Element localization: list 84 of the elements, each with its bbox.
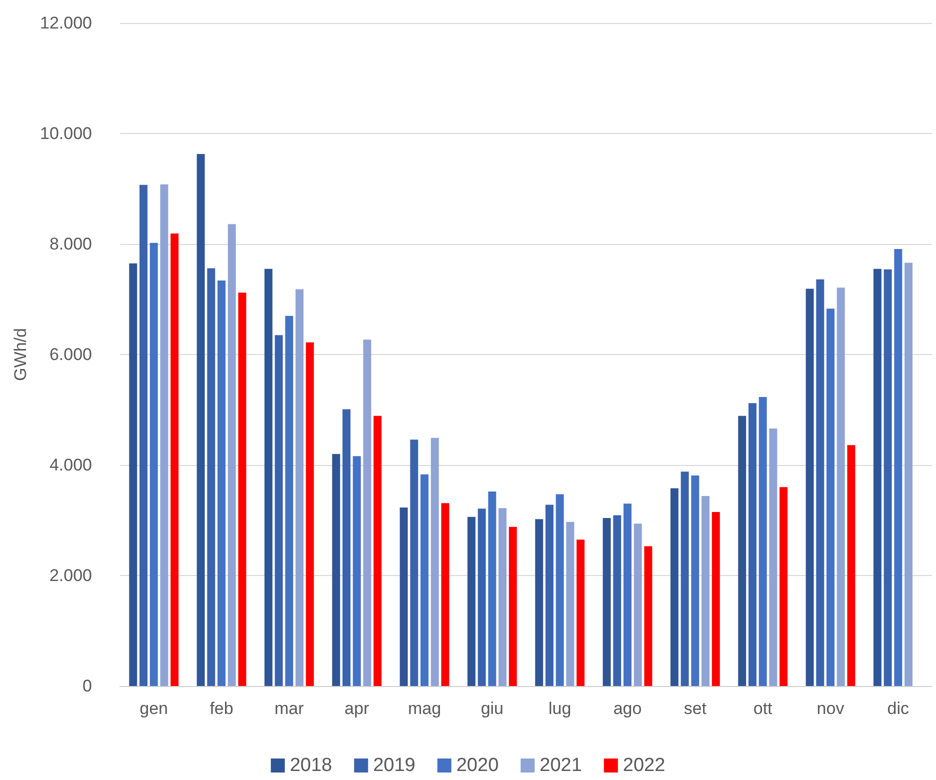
bar — [894, 248, 902, 686]
x-tick-label: set — [684, 699, 707, 718]
bar — [352, 456, 361, 686]
bar — [816, 279, 824, 686]
bar — [545, 504, 554, 686]
bar — [780, 487, 788, 686]
y-axis-title: GWh/d — [11, 328, 30, 381]
x-tick-label: ott — [753, 699, 773, 718]
x-tick-label: mar — [274, 699, 304, 718]
bar — [342, 409, 350, 686]
bar — [374, 416, 382, 686]
bar — [196, 154, 205, 686]
bar — [624, 504, 632, 686]
bar — [670, 488, 678, 686]
bar — [150, 242, 158, 686]
bar — [430, 438, 439, 686]
bar — [702, 496, 710, 686]
x-tick-label: lug — [548, 699, 572, 718]
y-tick-label: 8.000 — [49, 234, 92, 254]
bar — [467, 516, 476, 686]
y-tick-label: 6.000 — [49, 345, 92, 364]
legend-label: 2021 — [540, 755, 582, 776]
bar — [556, 494, 564, 686]
bar — [274, 335, 283, 686]
bar — [296, 289, 304, 686]
bar — [170, 234, 179, 686]
bar — [207, 268, 216, 686]
bar — [332, 454, 340, 686]
x-tick-label: nov — [816, 699, 845, 718]
legend-label: 2018 — [290, 755, 332, 776]
bar — [613, 515, 622, 686]
legend-label: 2019 — [373, 755, 416, 776]
bar — [441, 503, 450, 686]
bar — [238, 292, 246, 686]
bar — [139, 184, 148, 686]
bar — [769, 428, 778, 686]
bar — [634, 524, 642, 686]
bar — [904, 262, 913, 686]
x-tick-label: ago — [613, 699, 642, 718]
bar — [129, 263, 138, 686]
y-tick-label: 0 — [82, 676, 92, 696]
bar — [806, 288, 814, 686]
x-tick-label: dic — [887, 699, 910, 718]
bar — [535, 519, 544, 686]
bar — [363, 340, 372, 686]
bar — [264, 268, 272, 686]
bar — [691, 476, 700, 686]
y-tick-label: 2.000 — [49, 566, 92, 585]
legend-label: 2022 — [622, 755, 666, 776]
bar — [160, 184, 168, 686]
y-tick-label: 12.000 — [40, 14, 92, 32]
bar — [218, 280, 226, 686]
x-tick-label: feb — [210, 699, 234, 718]
bar — [566, 522, 574, 686]
bar — [285, 316, 294, 686]
bar — [228, 224, 236, 686]
bar — [488, 492, 496, 686]
bar — [400, 508, 408, 686]
bar — [738, 416, 746, 686]
bar — [873, 268, 882, 686]
y-tick-label: 4.000 — [49, 456, 92, 474]
bar — [420, 474, 428, 686]
bar — [826, 308, 834, 686]
x-tick-label: giu — [480, 699, 504, 718]
y-tick-label: 10.000 — [40, 124, 92, 143]
x-tick-label: mag — [408, 699, 442, 718]
bar — [410, 440, 418, 686]
bar — [508, 526, 517, 686]
bar — [847, 445, 856, 686]
bar — [748, 403, 756, 686]
bar — [576, 540, 585, 686]
bar — [712, 512, 720, 686]
bar — [478, 508, 486, 686]
bar — [306, 342, 314, 686]
bar — [680, 472, 689, 686]
bar — [884, 269, 892, 686]
bar — [758, 397, 767, 686]
bar — [836, 288, 845, 686]
legend-label: 2020 — [456, 755, 499, 776]
x-tick-label: gen — [140, 699, 168, 718]
bar — [498, 508, 507, 686]
bar — [602, 518, 611, 686]
bar — [644, 546, 652, 686]
x-tick-label: apr — [344, 699, 370, 718]
